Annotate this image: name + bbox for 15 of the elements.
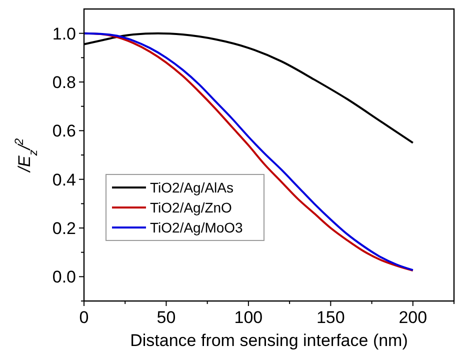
legend-label: TiO2/Ag/ZnO xyxy=(150,199,232,216)
x-tick-label: 100 xyxy=(234,308,263,327)
y-tick-label: 0.6 xyxy=(52,122,76,141)
y-tick-label: 0.4 xyxy=(52,170,76,190)
x-tick-label: 150 xyxy=(316,308,345,327)
text: 1.0 xyxy=(52,24,76,44)
legend-label: TiO2/Ag/AlAs xyxy=(150,179,234,196)
x-tick-label: 200 xyxy=(398,308,428,327)
text: 0.0 xyxy=(52,268,76,287)
x-axis-title: Distance from sensing interface (nm) xyxy=(130,331,408,350)
x-tick-label: 0 xyxy=(79,308,89,327)
y-tick-label: 0.8 xyxy=(52,72,76,92)
y-tick-label: 0.2 xyxy=(52,218,76,238)
x-tick-label: 50 xyxy=(156,308,176,327)
legend-label: TiO2/Ag/MoO3 xyxy=(150,219,244,236)
